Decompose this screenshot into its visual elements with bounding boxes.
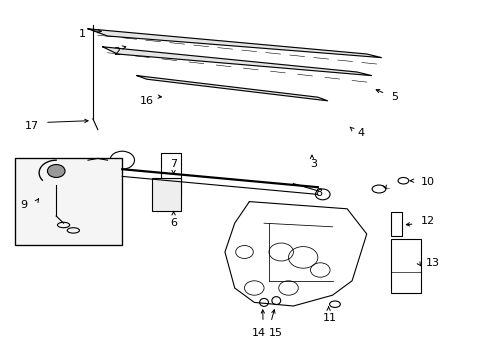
Text: 14: 14 [252,328,265,338]
Text: 17: 17 [25,121,39,131]
Text: 6: 6 [170,218,177,228]
Text: 10: 10 [420,177,434,187]
Text: 13: 13 [425,258,439,268]
Polygon shape [137,76,327,101]
Bar [390,212,401,236]
Text: 12: 12 [420,216,434,226]
Text: 8: 8 [315,188,322,198]
Bar [161,153,181,196]
Text: 4: 4 [356,128,364,138]
Bar [151,178,181,211]
Text: 5: 5 [390,92,397,102]
Text: 3: 3 [310,159,317,169]
Bar [15,158,122,245]
Text: 11: 11 [323,313,336,323]
Polygon shape [102,47,371,76]
Text: 1: 1 [79,29,85,39]
Text: 15: 15 [269,328,283,338]
Text: 7: 7 [170,159,177,169]
Text: 9: 9 [20,200,27,210]
Text: 2: 2 [112,47,120,57]
Bar [390,239,420,293]
Polygon shape [88,29,381,58]
Circle shape [47,165,65,177]
Text: 16: 16 [140,96,154,106]
